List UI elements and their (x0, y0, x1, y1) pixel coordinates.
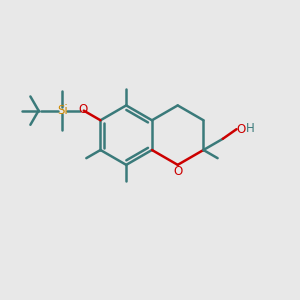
Text: Si: Si (57, 104, 68, 117)
Text: H: H (245, 122, 254, 135)
Text: O: O (236, 123, 246, 136)
Text: O: O (78, 103, 87, 116)
Text: O: O (174, 165, 183, 178)
